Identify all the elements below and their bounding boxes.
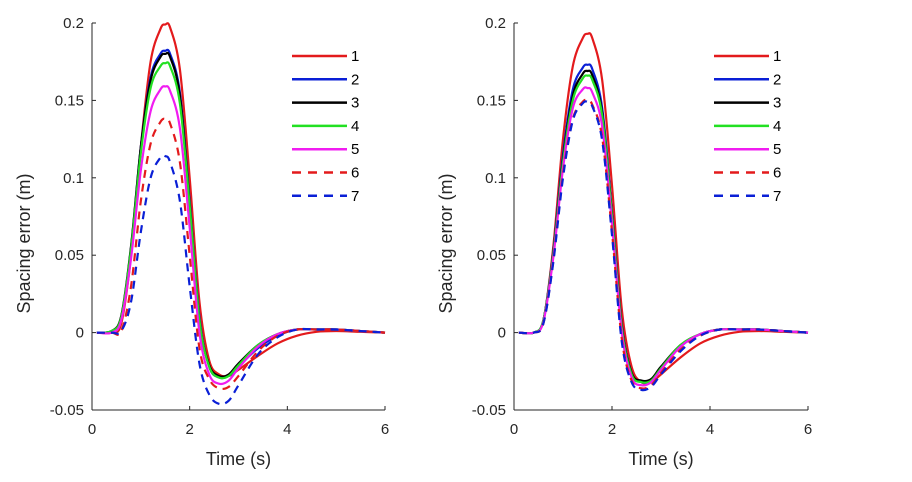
x-axis-label: Time (s) (628, 449, 693, 469)
legend-label-2: 2 (773, 71, 781, 88)
legend-label-6: 6 (351, 165, 359, 182)
legend-label-7: 7 (773, 188, 781, 205)
x-tick-label: 2 (185, 421, 193, 438)
x-tick-label: 4 (283, 421, 291, 438)
legend-label-2: 2 (351, 71, 359, 88)
legend-label-4: 4 (351, 118, 359, 135)
y-tick-label: 0.05 (55, 247, 84, 264)
y-tick-label: 0.1 (485, 170, 506, 187)
legend-label-3: 3 (351, 95, 359, 112)
series-line-3 (518, 69, 809, 383)
series-line-2 (518, 63, 809, 384)
series-line-4 (518, 74, 809, 384)
legend-label-5: 5 (773, 141, 781, 158)
x-tick-label: 4 (706, 421, 714, 438)
series-line-5 (518, 86, 809, 387)
x-tick-label: 0 (88, 421, 96, 438)
y-tick-label: 0.15 (55, 92, 84, 109)
legend-label-5: 5 (351, 141, 359, 158)
y-tick-label: -0.05 (472, 402, 506, 419)
y-tick-label: 0.1 (63, 170, 84, 187)
legend-label-1: 1 (773, 48, 781, 65)
y-tick-label: 0.15 (477, 92, 506, 109)
y-tick-label: 0 (76, 325, 84, 342)
y-tick-label: 0.2 (485, 15, 506, 32)
x-tick-label: 6 (804, 421, 812, 438)
y-tick-label: 0 (498, 325, 506, 342)
legend-label-7: 7 (351, 188, 359, 205)
y-axis-label: Spacing error (m) (14, 173, 34, 313)
series-line-5 (96, 85, 386, 386)
series-line-7 (96, 154, 386, 406)
legend-label-4: 4 (773, 118, 781, 135)
legend-label-3: 3 (773, 95, 781, 112)
y-tick-label: 0.2 (63, 15, 84, 32)
y-tick-label: 0.05 (477, 247, 506, 264)
series-line-1 (518, 32, 809, 385)
x-tick-label: 6 (381, 421, 389, 438)
legend-label-1: 1 (351, 48, 359, 65)
series-line-6 (96, 117, 386, 391)
y-tick-label: -0.05 (50, 402, 84, 419)
x-tick-label: 2 (608, 421, 616, 438)
x-tick-label: 0 (510, 421, 518, 438)
y-axis-label: Spacing error (m) (436, 173, 456, 313)
legend-label-6: 6 (773, 165, 781, 182)
x-axis-label: Time (s) (206, 449, 271, 469)
